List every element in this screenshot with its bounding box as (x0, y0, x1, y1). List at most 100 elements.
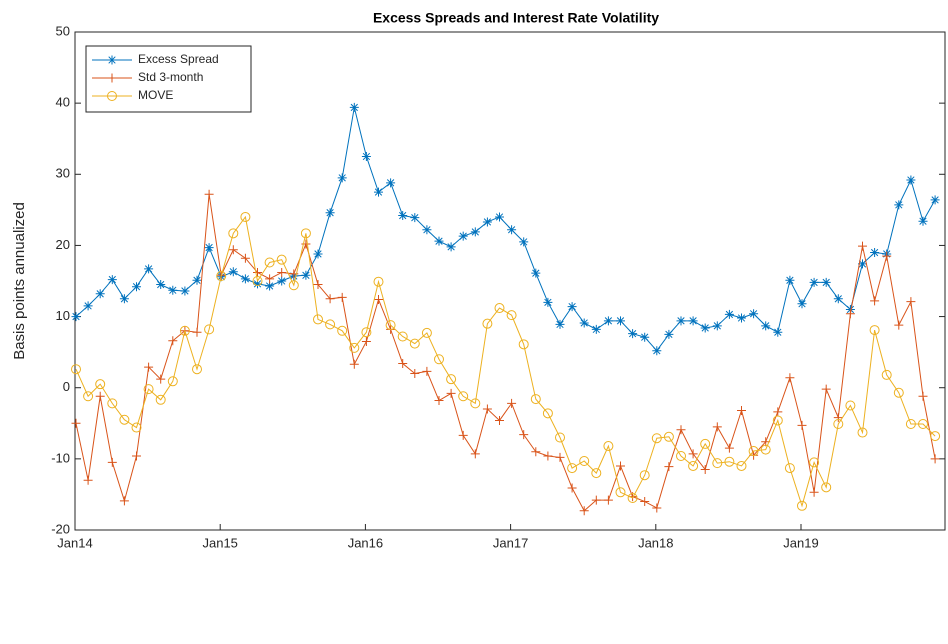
marker (410, 213, 420, 223)
marker (168, 336, 178, 346)
marker (676, 425, 686, 435)
legend-label: Excess Spread (138, 52, 219, 66)
marker (337, 325, 348, 336)
marker (494, 303, 505, 314)
marker (857, 427, 868, 438)
marker (253, 267, 262, 277)
marker (337, 292, 347, 302)
marker (180, 286, 190, 296)
marker (71, 312, 81, 322)
marker (821, 482, 832, 493)
marker (591, 468, 602, 479)
marker (446, 388, 456, 398)
y-tick-label: 50 (56, 23, 70, 38)
marker (651, 433, 662, 444)
marker (797, 420, 807, 430)
marker (603, 441, 614, 452)
marker (288, 280, 299, 291)
marker (325, 294, 335, 304)
marker (616, 316, 625, 326)
marker (155, 394, 166, 405)
marker (349, 102, 359, 112)
marker (337, 173, 347, 183)
marker (531, 268, 541, 278)
marker (107, 55, 117, 65)
marker (663, 431, 674, 442)
marker (688, 449, 698, 459)
marker (144, 264, 154, 274)
marker (458, 231, 468, 241)
marker (107, 275, 117, 285)
marker (567, 463, 578, 474)
marker (845, 309, 855, 319)
marker (156, 374, 166, 384)
marker (664, 329, 674, 339)
marker (615, 487, 626, 498)
marker (168, 285, 178, 295)
marker (712, 422, 722, 432)
marker (797, 299, 807, 309)
marker (833, 418, 844, 429)
marker (773, 407, 783, 417)
marker (639, 470, 650, 481)
marker (531, 447, 541, 457)
marker (313, 314, 323, 325)
marker (434, 396, 444, 406)
marker (446, 242, 456, 252)
marker (700, 465, 710, 475)
marker (301, 239, 311, 249)
marker (228, 228, 239, 239)
y-tick-label: 20 (56, 237, 70, 252)
marker (434, 236, 444, 246)
marker (748, 446, 759, 457)
marker (192, 364, 202, 375)
marker (144, 362, 154, 372)
marker (918, 216, 928, 226)
marker (228, 245, 238, 255)
marker (894, 200, 904, 210)
marker (640, 497, 650, 507)
marker (252, 276, 263, 286)
marker (361, 336, 371, 346)
marker (870, 296, 880, 306)
marker (712, 321, 722, 331)
marker (785, 373, 795, 383)
marker (845, 400, 856, 411)
marker (821, 277, 831, 287)
marker (930, 431, 941, 442)
marker (325, 319, 336, 330)
marker (374, 187, 383, 197)
marker (107, 73, 117, 83)
marker (253, 279, 262, 289)
marker (881, 369, 892, 380)
marker (374, 294, 383, 304)
marker (470, 449, 480, 459)
marker (652, 346, 662, 356)
marker (760, 444, 771, 455)
marker (507, 225, 517, 235)
marker (737, 313, 746, 323)
x-tick-label: Jan15 (202, 535, 237, 550)
marker (905, 418, 916, 429)
marker (421, 327, 432, 338)
marker (628, 329, 638, 339)
marker (422, 225, 432, 235)
marker (579, 318, 589, 328)
marker (95, 391, 105, 401)
marker (361, 152, 371, 161)
marker (809, 277, 819, 287)
marker (458, 430, 468, 440)
marker (446, 374, 457, 385)
marker (204, 189, 214, 199)
marker (192, 327, 202, 337)
marker (603, 495, 613, 505)
y-tick-label: -10 (51, 450, 70, 465)
chart-title: Excess Spreads and Interest Rate Volatil… (373, 10, 659, 26)
marker (652, 503, 662, 513)
marker (410, 368, 420, 378)
marker (458, 391, 469, 402)
marker (361, 327, 372, 338)
marker (107, 398, 118, 409)
marker (567, 483, 577, 493)
marker (422, 366, 432, 376)
